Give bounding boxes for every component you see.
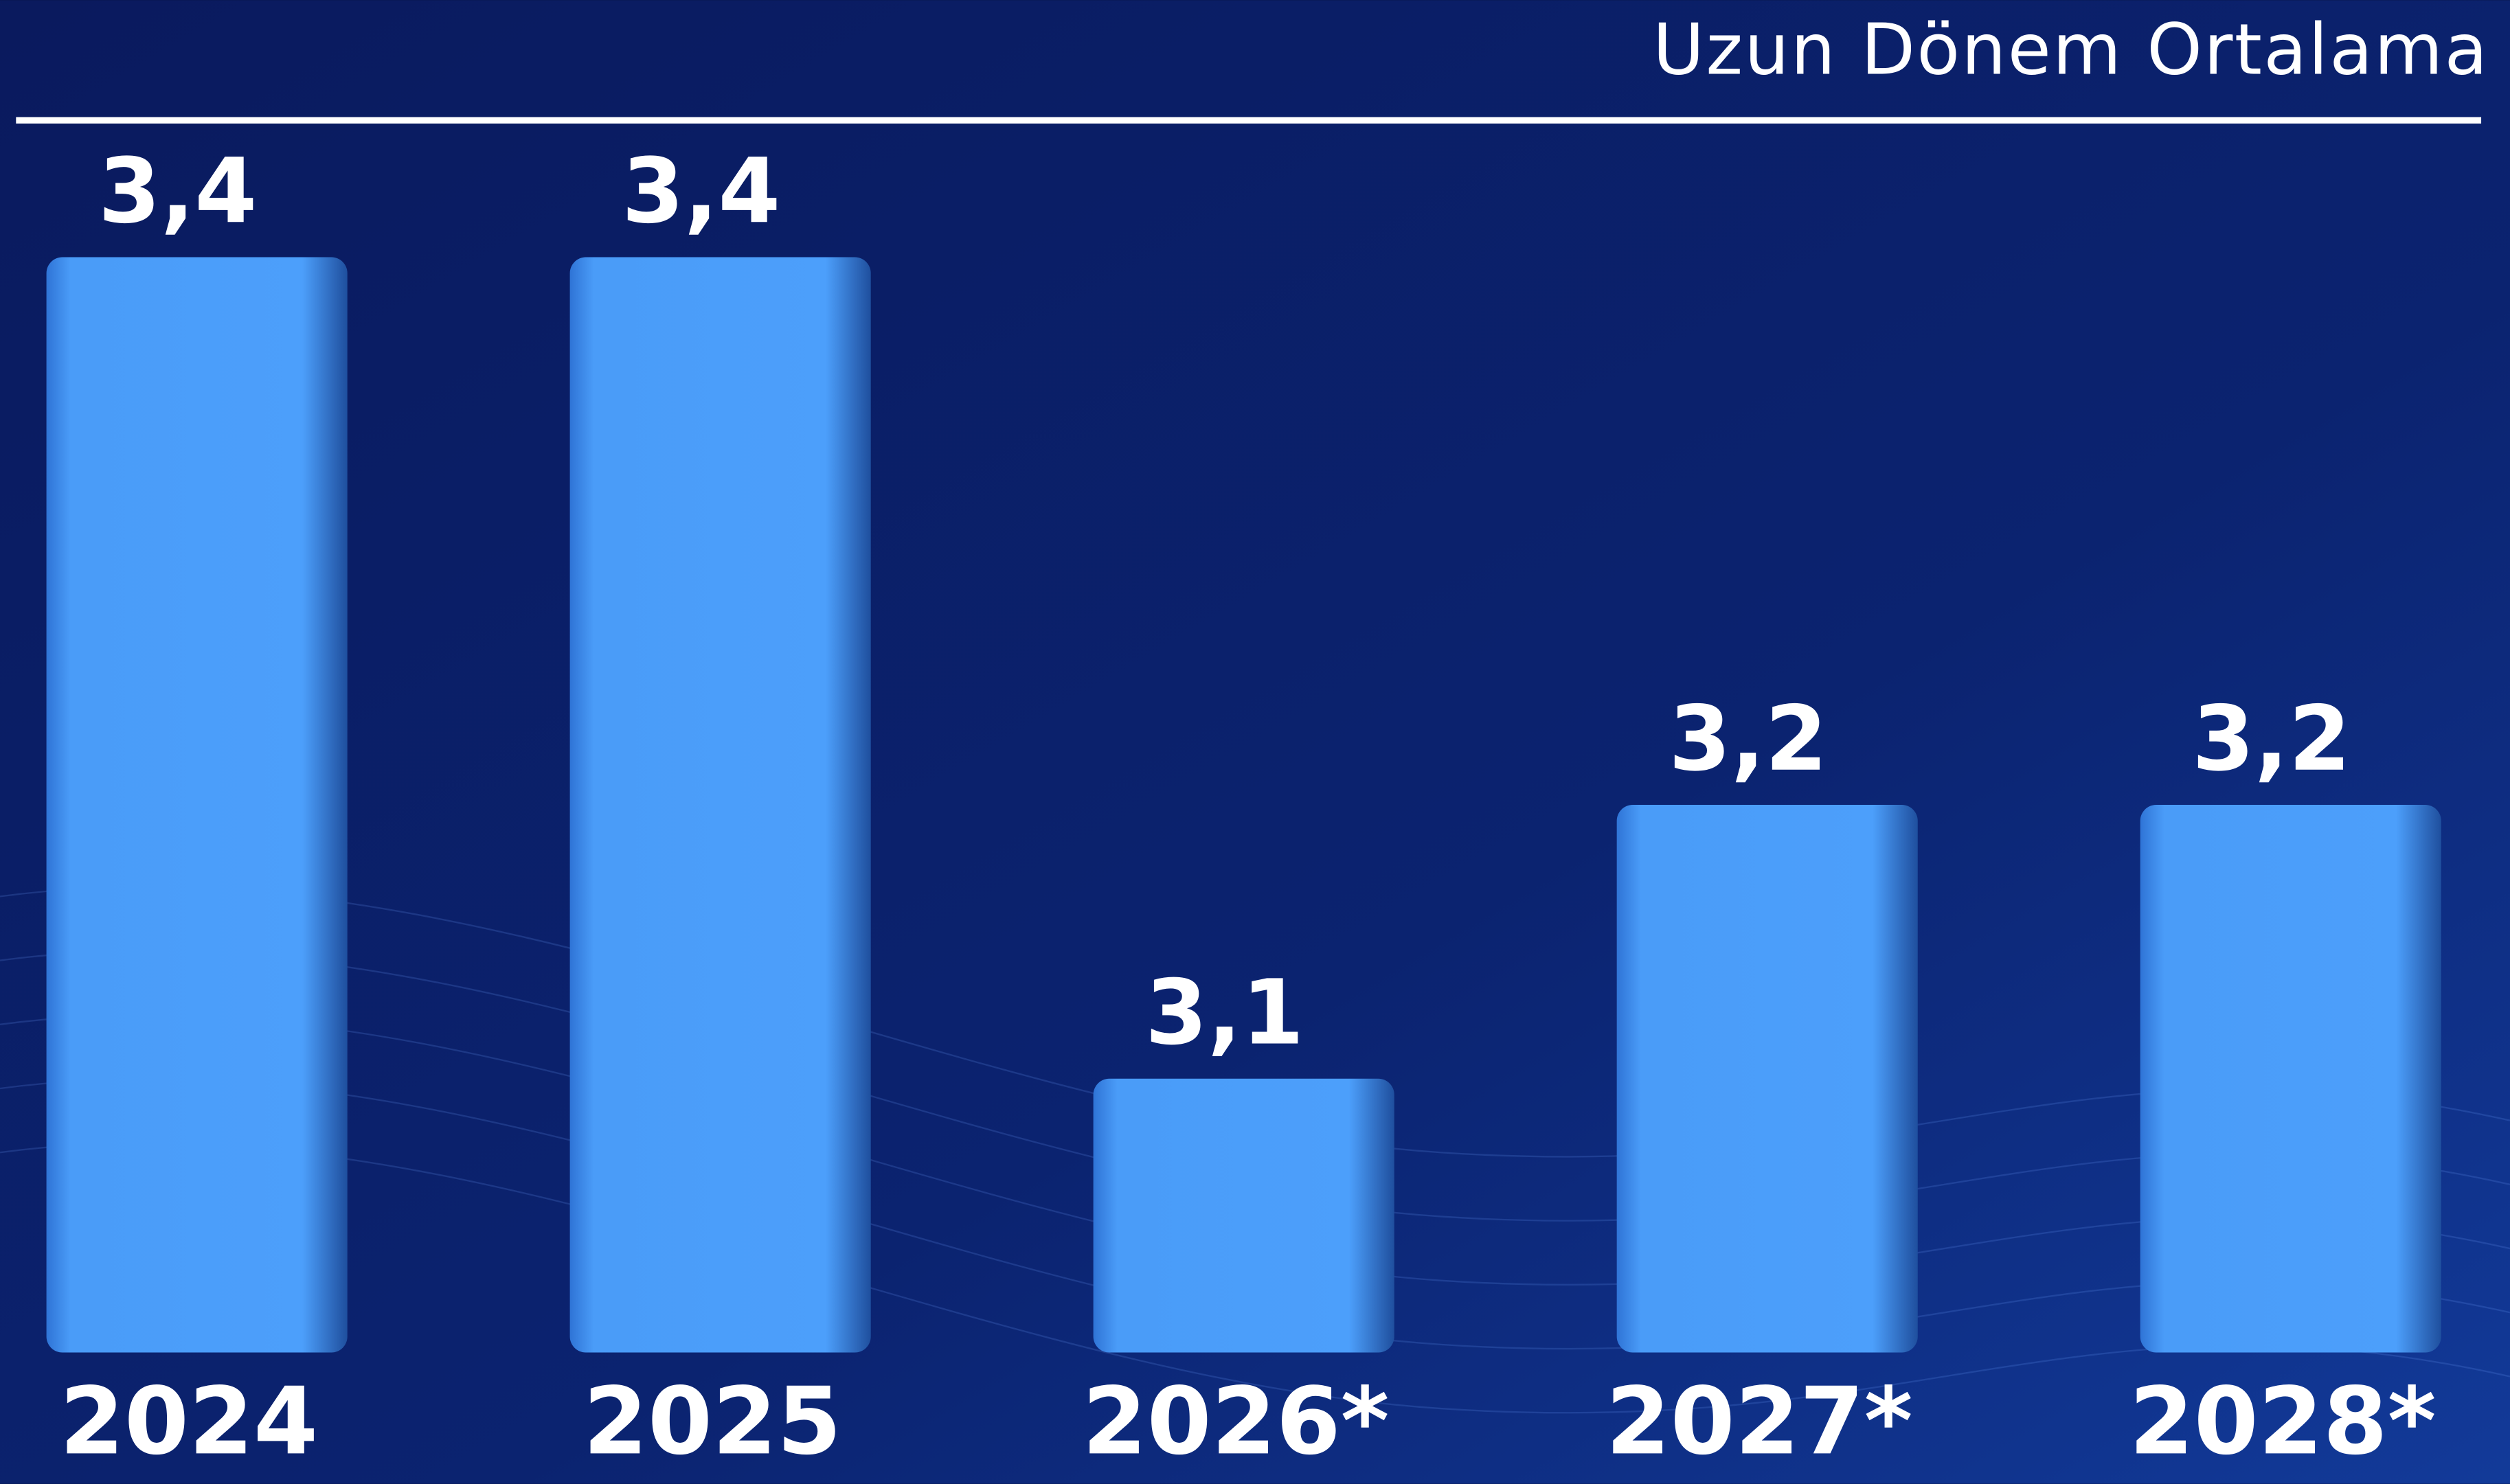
value-label: 3,4 <box>622 139 780 243</box>
bar <box>1616 805 1918 1353</box>
x-tick-label: 2028* <box>2129 1367 2436 1475</box>
value-label: 3,2 <box>1669 687 1827 791</box>
bar <box>2140 805 2441 1353</box>
x-tick-label: 2025 <box>583 1367 841 1475</box>
x-tick-label: 2027* <box>1606 1367 1913 1475</box>
bar <box>46 257 348 1353</box>
value-label: 3,4 <box>98 139 257 243</box>
value-label: 3,1 <box>1145 961 1304 1065</box>
average-label: Uzun Dönem Ortalama <box>1653 10 2489 91</box>
value-label: 3,2 <box>2192 687 2351 791</box>
bar <box>1093 1078 1394 1353</box>
bar <box>569 257 871 1353</box>
x-tick-label: 2024 <box>60 1367 318 1475</box>
x-tick-label: 2026* <box>1083 1367 1390 1475</box>
